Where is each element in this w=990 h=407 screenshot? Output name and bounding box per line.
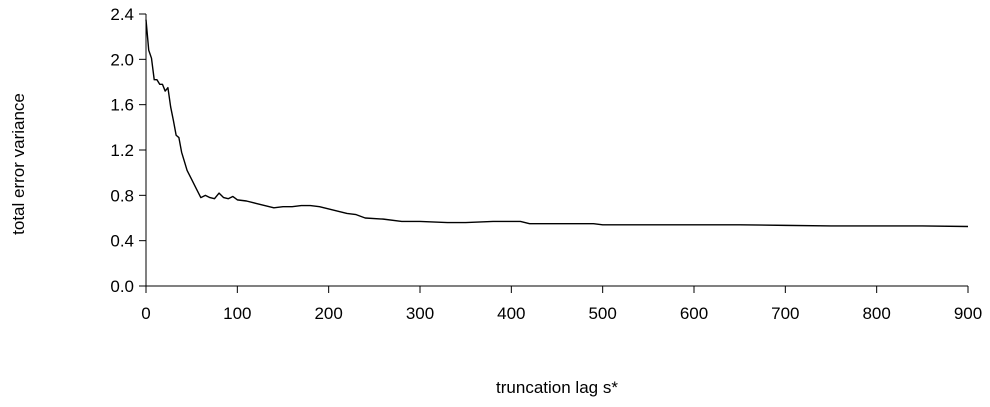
x-tick-label: 500 — [588, 304, 616, 323]
x-tick-label: 700 — [771, 304, 799, 323]
y-axis: 0.0 0.4 0.8 1.2 1.6 2.0 2.4 — [110, 5, 147, 296]
y-tick-label: 1.2 — [110, 141, 134, 160]
x-tick-label: 100 — [223, 304, 251, 323]
x-tick-label: 300 — [406, 304, 434, 323]
series-line — [145, 19, 969, 228]
x-tick-label: 900 — [954, 304, 982, 323]
x-axis-title: truncation lag s* — [496, 378, 618, 397]
y-tick-label: 1.6 — [110, 96, 134, 115]
y-tick-label: 2.0 — [110, 50, 134, 69]
y-tick-label: 0.8 — [110, 186, 134, 205]
x-tick-label: 600 — [680, 304, 708, 323]
x-tick-label: 200 — [314, 304, 342, 323]
series-group — [145, 19, 969, 228]
y-tick-label: 2.4 — [110, 5, 134, 24]
x-axis: 0 100 200 300 400 500 600 700 800 900 — [141, 285, 982, 323]
x-tick-label: 400 — [497, 304, 525, 323]
y-tick-label: 0.4 — [110, 232, 134, 251]
y-axis-title: total error variance — [9, 93, 28, 235]
y-tick-label: 0.0 — [110, 277, 134, 296]
x-tick-label: 0 — [141, 304, 150, 323]
x-tick-label: 800 — [862, 304, 890, 323]
